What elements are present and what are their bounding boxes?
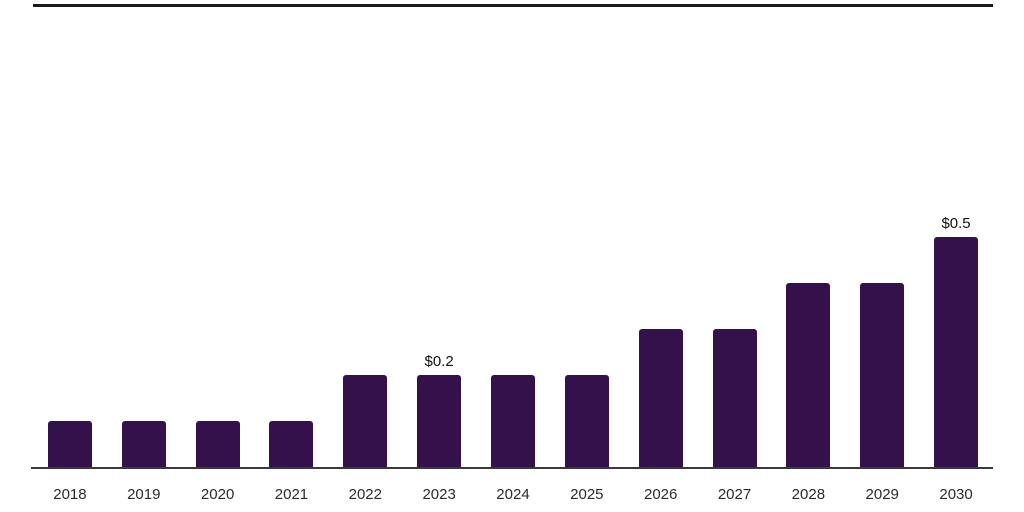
- x-tick-label-2024: 2024: [496, 486, 530, 503]
- plot-area: $0.2 $0.5: [33, 10, 993, 467]
- bar-slot: [33, 10, 107, 467]
- bar-2019: [121, 421, 166, 467]
- bar-2022: [343, 375, 388, 467]
- bar-slot: [255, 10, 329, 467]
- bar-value-label-2023: $0.2: [424, 353, 454, 370]
- bar-slot: $0.2: [402, 10, 476, 467]
- x-tick-label-2022: 2022: [348, 486, 382, 503]
- x-tick-label-2020: 2020: [200, 486, 235, 503]
- x-axis-line: [31, 467, 993, 469]
- bar-2023: [417, 375, 462, 467]
- bar-slot: [624, 10, 698, 467]
- x-tick-label-2018: 2018: [53, 486, 87, 503]
- chart-top-border: [33, 4, 993, 7]
- bar-slot: $0.5: [919, 10, 993, 467]
- bar-2028: [786, 283, 831, 467]
- bar-slot: [550, 10, 624, 467]
- bar-2030: [934, 237, 979, 467]
- bar-slot: [181, 10, 255, 467]
- x-tick-label-2021: 2021: [274, 486, 309, 503]
- bar-slot: [698, 10, 772, 467]
- bar-slot: [328, 10, 402, 467]
- bar-value-label-2030: $0.5: [941, 215, 971, 232]
- bar-2021: [269, 421, 314, 467]
- bar-2025: [564, 375, 609, 467]
- x-tick-label-2019: 2019: [127, 486, 161, 503]
- x-tick-label-2025: 2025: [570, 486, 604, 503]
- bar-2018: [47, 421, 92, 467]
- x-tick-label-2026: 2026: [643, 486, 678, 503]
- bar-slot: [771, 10, 845, 467]
- bar-2029: [860, 283, 905, 467]
- bar-2024: [490, 375, 535, 467]
- bar-slot: [845, 10, 919, 467]
- bar-slot: [107, 10, 181, 467]
- x-axis-tick-labels: 2018 2019 2020 2021 2022 2023 2024 2025 2026 2027…: [33, 486, 993, 504]
- x-tick-label-2023: 2023: [422, 486, 456, 503]
- x-tick-label-2028: 2028: [791, 486, 826, 503]
- bar-2026: [638, 329, 683, 467]
- bar-2027: [712, 329, 757, 467]
- bar-2020: [195, 421, 240, 467]
- x-tick-label-2027: 2027: [717, 486, 752, 503]
- x-tick-label-2030: 2030: [939, 486, 973, 503]
- bar-slot: [476, 10, 550, 467]
- x-tick-label-2029: 2029: [865, 486, 899, 503]
